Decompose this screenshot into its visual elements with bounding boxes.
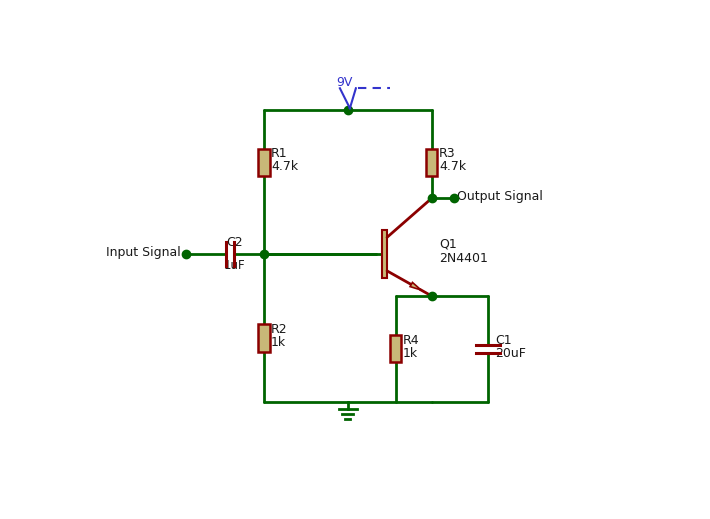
Text: 1k: 1k	[271, 336, 286, 349]
Text: 1uF: 1uF	[223, 259, 245, 272]
Text: 9V: 9V	[336, 76, 352, 89]
Text: Input Signal: Input Signal	[106, 245, 181, 258]
Bar	[426, 148, 437, 176]
Text: Q1: Q1	[439, 238, 457, 251]
Text: R4: R4	[403, 334, 420, 347]
Text: 4.7k: 4.7k	[439, 160, 466, 173]
Text: C2: C2	[226, 237, 243, 250]
Text: 20uF: 20uF	[495, 347, 526, 360]
Text: C1: C1	[495, 334, 512, 347]
Text: R2: R2	[271, 323, 288, 336]
Bar	[382, 230, 387, 278]
Text: 4.7k: 4.7k	[271, 160, 298, 173]
Text: 1k: 1k	[403, 347, 418, 360]
Text: Output Signal: Output Signal	[457, 189, 542, 202]
Text: R1: R1	[271, 147, 288, 160]
Text: 2N4401: 2N4401	[439, 252, 488, 265]
Bar	[391, 335, 401, 362]
Bar	[258, 148, 270, 176]
Polygon shape	[410, 282, 421, 290]
Bar	[258, 324, 270, 351]
Text: R3: R3	[439, 147, 456, 160]
